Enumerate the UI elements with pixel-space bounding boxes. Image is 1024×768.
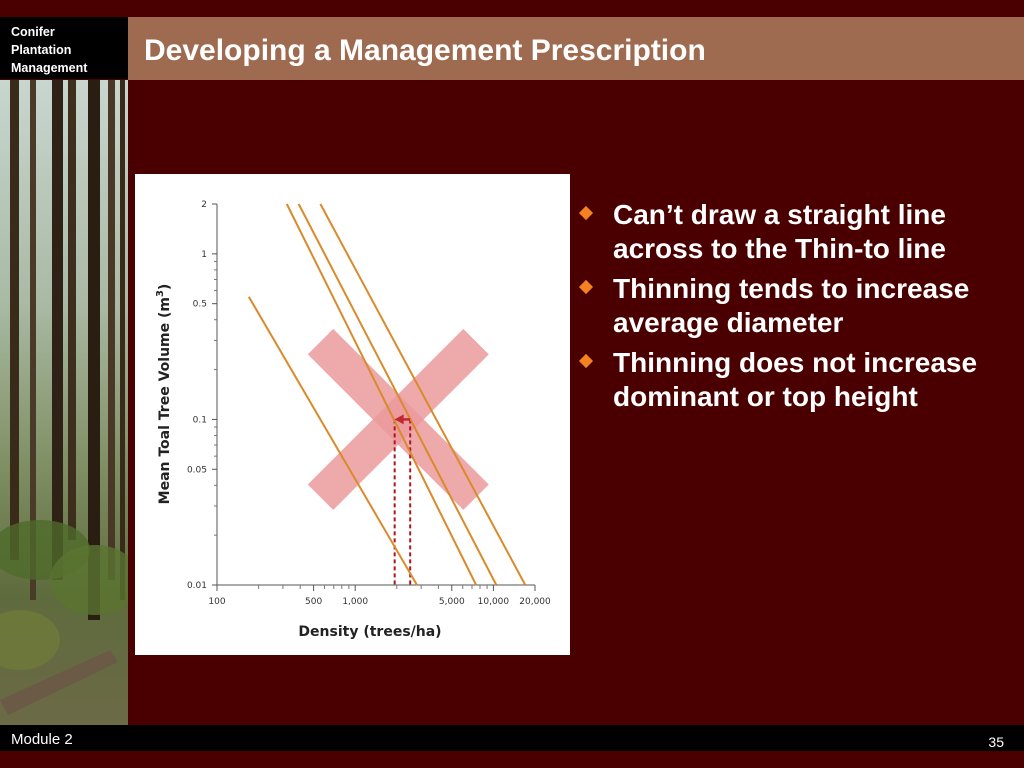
bullet-item: Thinning does not increase dominant or t… bbox=[575, 346, 1015, 414]
title-bar: Developing a Management Prescription bbox=[128, 17, 1024, 80]
bullet-text: Thinning tends to increase average diame… bbox=[613, 273, 970, 338]
course-logo: Conifer Plantation Management bbox=[0, 17, 128, 79]
forest-image bbox=[0, 80, 128, 715]
density-line-4 bbox=[319, 203, 527, 586]
bullet-item: Thinning tends to increase average diame… bbox=[575, 272, 1015, 340]
bullet-item: Can’t draw a straight line across to the… bbox=[575, 198, 1015, 266]
density-line-3 bbox=[297, 203, 498, 586]
footer-bar: Module 2 35 bbox=[0, 725, 1024, 751]
chart-series bbox=[247, 203, 527, 586]
density-line-1 bbox=[247, 296, 418, 586]
logo-line-3: Management bbox=[11, 61, 88, 75]
y-tick-label: 0.1 bbox=[193, 415, 207, 425]
y-tick-label: 1 bbox=[201, 250, 207, 260]
y-axis-label-main: Mean Toal Tree Volume (m bbox=[157, 297, 173, 504]
y-tick-label: 0.5 bbox=[193, 300, 207, 310]
diamond-bullet-icon bbox=[578, 279, 594, 295]
diamond-bullet-icon bbox=[578, 205, 594, 221]
density-volume-chart: 2 1 0.5 0.1 0.05 0.01 100 500 1,000 5,000 10,000 20… bbox=[135, 174, 570, 655]
x-tick-label: 100 bbox=[208, 597, 225, 607]
y-axis-label: Mean Toal Tree Volume (m3) bbox=[155, 284, 173, 505]
x-axis-label: Density (trees/ha) bbox=[298, 624, 441, 640]
bullet-list: Can’t draw a straight line across to the… bbox=[575, 198, 1015, 420]
logo-line-2: Plantation bbox=[11, 43, 72, 57]
x-tick-label: 500 bbox=[305, 597, 322, 607]
x-tick-label: 5,000 bbox=[439, 597, 465, 607]
slide-title: Developing a Management Prescription bbox=[144, 34, 706, 67]
chart-labels: Density (trees/ha) Mean Toal Tree Volume… bbox=[155, 284, 442, 640]
page-number: 35 bbox=[988, 734, 1004, 750]
y-axis-label-sup: 3 bbox=[155, 290, 166, 297]
y-tick-label: 2 bbox=[201, 200, 207, 210]
x-tick-label: 10,000 bbox=[478, 597, 510, 607]
bullet-text: Can’t draw a straight line across to the… bbox=[613, 199, 946, 264]
x-tick-label: 1,000 bbox=[342, 597, 368, 607]
density-line-2 bbox=[285, 203, 478, 586]
forest-photo bbox=[0, 80, 128, 725]
x-tick-label: 20,000 bbox=[519, 597, 551, 607]
y-axis-label-close: ) bbox=[157, 284, 173, 290]
y-tick-label: 0.05 bbox=[187, 465, 207, 475]
bullet-text: Thinning does not increase dominant or t… bbox=[613, 347, 978, 412]
diamond-bullet-icon bbox=[578, 353, 594, 369]
module-label: Module 2 bbox=[11, 731, 73, 748]
thin-arrow-head bbox=[394, 414, 404, 425]
y-tick-label: 0.01 bbox=[187, 581, 207, 591]
top-strip bbox=[0, 0, 1024, 17]
logo-line-1: Conifer bbox=[11, 25, 55, 39]
bottom-strip bbox=[0, 751, 1024, 768]
